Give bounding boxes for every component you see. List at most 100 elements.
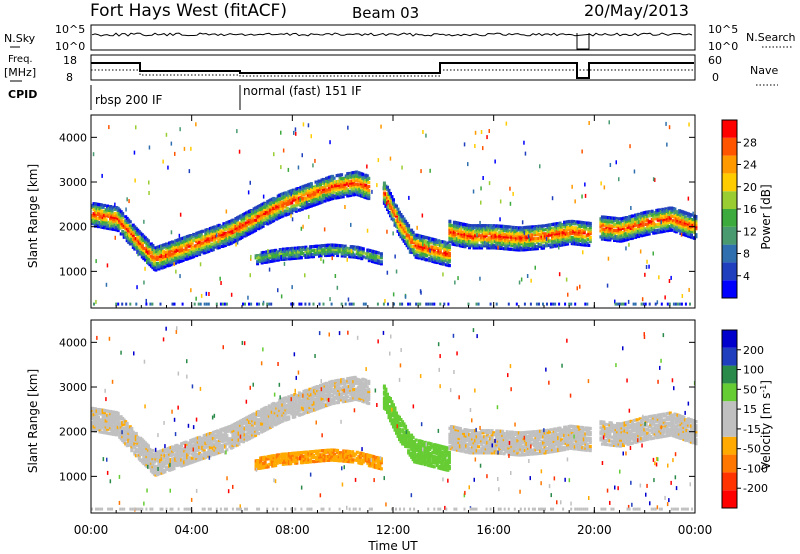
- data-cell: [437, 239, 441, 243]
- data-cell: [299, 250, 303, 254]
- data-cell: [290, 201, 294, 205]
- data-cell: [184, 442, 188, 446]
- data-cell: [399, 215, 403, 219]
- data-cell: [402, 223, 406, 227]
- data-cell: [656, 222, 660, 226]
- data-cell: [248, 215, 251, 219]
- noise-line: [91, 32, 693, 37]
- data-cell: [340, 179, 344, 183]
- data-cell: [619, 225, 622, 229]
- data-cell: [647, 232, 651, 236]
- data-cell: [662, 229, 666, 233]
- data-cell: [517, 234, 521, 238]
- data-cell: [535, 226, 539, 231]
- data-cell: [247, 295, 249, 300]
- data-cell: [520, 238, 524, 242]
- data-cell: [454, 280, 456, 285]
- data-cell: [352, 189, 356, 193]
- data-cell: [572, 238, 576, 242]
- data-cell: [127, 240, 131, 244]
- data-cell: [668, 302, 671, 306]
- data-cell: [350, 249, 353, 254]
- data-cell: [128, 199, 130, 204]
- colorbar-cell: [722, 244, 737, 263]
- data-cell: [190, 288, 192, 293]
- data-cell: [128, 232, 130, 237]
- data-cell: [332, 176, 336, 180]
- data-cell: [449, 226, 453, 230]
- data-cell: [545, 236, 548, 241]
- data-cell: [97, 225, 100, 229]
- data-cell: [664, 207, 668, 211]
- data-cell: [300, 302, 303, 306]
- data-cell: [355, 174, 359, 178]
- data-cell: [432, 254, 436, 258]
- data-cell: [641, 225, 645, 229]
- data-cell: [325, 188, 328, 192]
- data-cell: [682, 230, 686, 234]
- data-cell: [127, 218, 131, 222]
- data-cell: [172, 251, 176, 256]
- data-cell: [187, 240, 191, 244]
- data-cell: [273, 152, 275, 157]
- data-cell: [566, 228, 570, 232]
- data-cell: [429, 237, 433, 241]
- data-cell: [463, 243, 467, 247]
- data-cell: [399, 223, 403, 227]
- data-cell: [680, 302, 683, 306]
- data-cell: [520, 228, 524, 232]
- data-cell: [327, 243, 331, 247]
- data-cell: [249, 221, 253, 225]
- date-title: 20/May/2013: [584, 1, 689, 20]
- data-cell: [557, 241, 561, 246]
- data-cell: [281, 212, 285, 216]
- data-cell: [142, 451, 146, 455]
- data-cell: [522, 240, 526, 244]
- data-cell: [331, 192, 335, 197]
- data-cell: [104, 220, 108, 224]
- data-cell: [513, 242, 517, 246]
- data-cell: [551, 243, 554, 247]
- data-cell: [249, 213, 253, 217]
- data-cell: [551, 232, 554, 237]
- data-cell: [479, 220, 481, 225]
- data-cell: [607, 256, 610, 261]
- data-cell: [127, 236, 131, 240]
- data-cell: [386, 229, 388, 234]
- data-cell: [353, 186, 357, 191]
- data-cell: [134, 178, 136, 183]
- data-cell: [172, 260, 176, 264]
- freq-trace: [91, 62, 694, 79]
- data-cell: [379, 256, 383, 260]
- data-cell: [641, 213, 645, 217]
- data-cell: [162, 464, 165, 468]
- data-cell: [534, 225, 538, 229]
- data-cell: [573, 230, 577, 234]
- noise-tick-bottom-right: 10^0: [708, 40, 738, 53]
- data-cell: [683, 225, 687, 229]
- data-cell: [219, 239, 223, 243]
- data-cell: [236, 129, 238, 134]
- data-cell: [202, 448, 206, 452]
- data-cell: [656, 208, 660, 212]
- data-cell: [155, 257, 159, 261]
- data-cell: [496, 226, 500, 230]
- data-cell: [460, 238, 464, 242]
- data-cell: [444, 247, 448, 251]
- data-cell: [489, 302, 492, 306]
- data-cell: [416, 225, 418, 230]
- data-cell: [579, 232, 583, 237]
- data-cell: [308, 190, 312, 194]
- data-cell: [234, 239, 238, 243]
- data-cell: [431, 302, 434, 306]
- data-cell: [283, 261, 286, 266]
- data-cell: [366, 228, 369, 233]
- data-cell: [346, 257, 348, 262]
- data-cell: [187, 445, 191, 449]
- data-cell: [278, 256, 282, 260]
- data-cell: [112, 221, 116, 225]
- data-cell: [236, 218, 239, 222]
- data-cell: [180, 444, 184, 448]
- data-cell: [686, 228, 690, 232]
- data-cell: [323, 185, 327, 189]
